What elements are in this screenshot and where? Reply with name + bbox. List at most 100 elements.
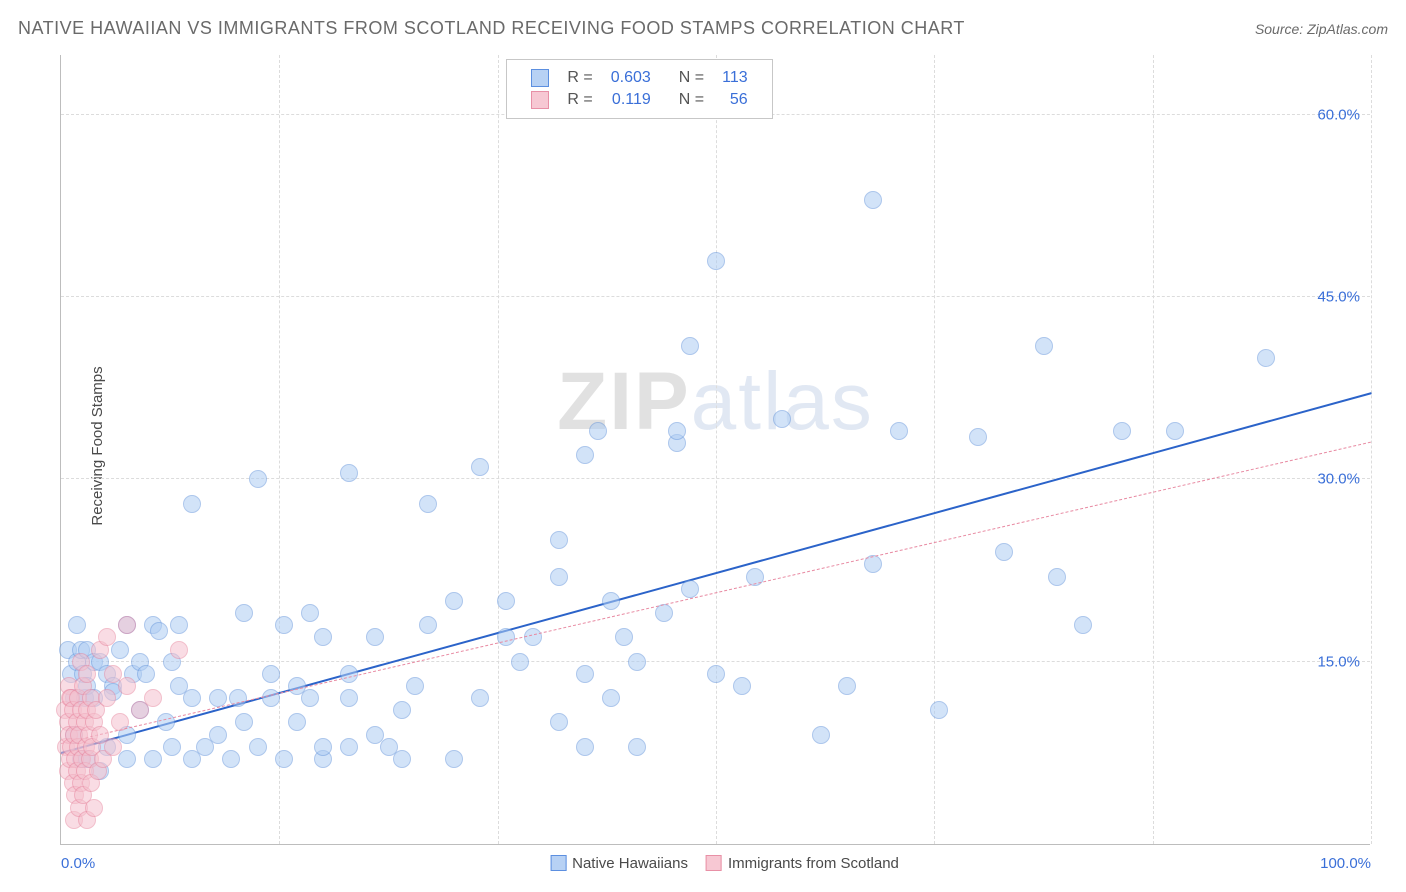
gridline-vertical — [498, 55, 499, 844]
data-point — [393, 701, 411, 719]
y-tick-label: 60.0% — [1317, 106, 1360, 123]
data-point — [1035, 337, 1053, 355]
legend-swatch — [550, 855, 566, 871]
data-point — [602, 689, 620, 707]
data-point — [550, 568, 568, 586]
data-point — [249, 470, 267, 488]
data-point — [301, 689, 319, 707]
data-point — [668, 422, 686, 440]
data-point — [995, 543, 1013, 561]
data-point — [340, 464, 358, 482]
data-point — [340, 738, 358, 756]
data-point — [1166, 422, 1184, 440]
data-point — [511, 653, 529, 671]
data-point — [183, 689, 201, 707]
data-point — [157, 713, 175, 731]
scatter-plot: ZIPatlas 15.0%30.0%45.0%60.0%0.0%100.0%R… — [60, 55, 1370, 845]
data-point — [576, 738, 594, 756]
data-point — [235, 713, 253, 731]
data-point — [969, 428, 987, 446]
data-point — [707, 665, 725, 683]
data-point — [550, 713, 568, 731]
legend-swatch — [706, 855, 722, 871]
data-point — [812, 726, 830, 744]
correlation-legend: R =0.603N =113R =0.119N =56 — [506, 59, 772, 119]
data-point — [301, 604, 319, 622]
y-tick-label: 30.0% — [1317, 471, 1360, 488]
data-point — [890, 422, 908, 440]
data-point — [419, 495, 437, 513]
data-point — [628, 738, 646, 756]
gridline-vertical — [279, 55, 280, 844]
data-point — [118, 616, 136, 634]
data-point — [628, 653, 646, 671]
data-point — [78, 665, 96, 683]
gridline-vertical — [1371, 55, 1372, 844]
data-point — [314, 628, 332, 646]
data-point — [497, 592, 515, 610]
data-point — [550, 531, 568, 549]
data-point — [930, 701, 948, 719]
data-point — [144, 689, 162, 707]
chart-title: NATIVE HAWAIIAN VS IMMIGRANTS FROM SCOTL… — [18, 18, 965, 39]
data-point — [118, 677, 136, 695]
source-citation: Source: ZipAtlas.com — [1255, 21, 1388, 37]
x-tick-label: 100.0% — [1320, 855, 1371, 872]
data-point — [170, 641, 188, 659]
data-point — [262, 665, 280, 683]
data-point — [681, 337, 699, 355]
data-point — [85, 799, 103, 817]
gridline-vertical — [716, 55, 717, 844]
data-point — [262, 689, 280, 707]
data-point — [98, 628, 116, 646]
data-point — [104, 738, 122, 756]
data-point — [144, 750, 162, 768]
data-point — [235, 604, 253, 622]
data-point — [183, 495, 201, 513]
data-point — [773, 410, 791, 428]
data-point — [681, 580, 699, 598]
data-point — [170, 616, 188, 634]
data-point — [445, 750, 463, 768]
data-point — [275, 616, 293, 634]
data-point — [1257, 349, 1275, 367]
legend-label: Native Hawaiians — [572, 855, 688, 872]
data-point — [615, 628, 633, 646]
data-point — [471, 458, 489, 476]
data-point — [838, 677, 856, 695]
data-point — [137, 665, 155, 683]
data-point — [393, 750, 411, 768]
data-point — [1074, 616, 1092, 634]
y-tick-label: 45.0% — [1317, 289, 1360, 306]
data-point — [150, 622, 168, 640]
data-point — [524, 628, 542, 646]
data-point — [1048, 568, 1066, 586]
data-point — [98, 689, 116, 707]
data-point — [249, 738, 267, 756]
data-point — [163, 738, 181, 756]
data-point — [471, 689, 489, 707]
data-point — [275, 750, 293, 768]
series-legend: Native Hawaiians Immigrants from Scotland — [532, 855, 899, 872]
data-point — [340, 665, 358, 683]
x-tick-label: 0.0% — [61, 855, 95, 872]
data-point — [314, 738, 332, 756]
data-point — [576, 665, 594, 683]
data-point — [602, 592, 620, 610]
data-point — [111, 713, 129, 731]
gridline-vertical — [934, 55, 935, 844]
y-tick-label: 15.0% — [1317, 653, 1360, 670]
data-point — [222, 750, 240, 768]
data-point — [445, 592, 463, 610]
data-point — [406, 677, 424, 695]
data-point — [589, 422, 607, 440]
data-point — [209, 726, 227, 744]
data-point — [1113, 422, 1131, 440]
data-point — [288, 713, 306, 731]
data-point — [497, 628, 515, 646]
data-point — [419, 616, 437, 634]
data-point — [576, 446, 594, 464]
data-point — [68, 616, 86, 634]
data-point — [864, 191, 882, 209]
legend-label: Immigrants from Scotland — [728, 855, 899, 872]
